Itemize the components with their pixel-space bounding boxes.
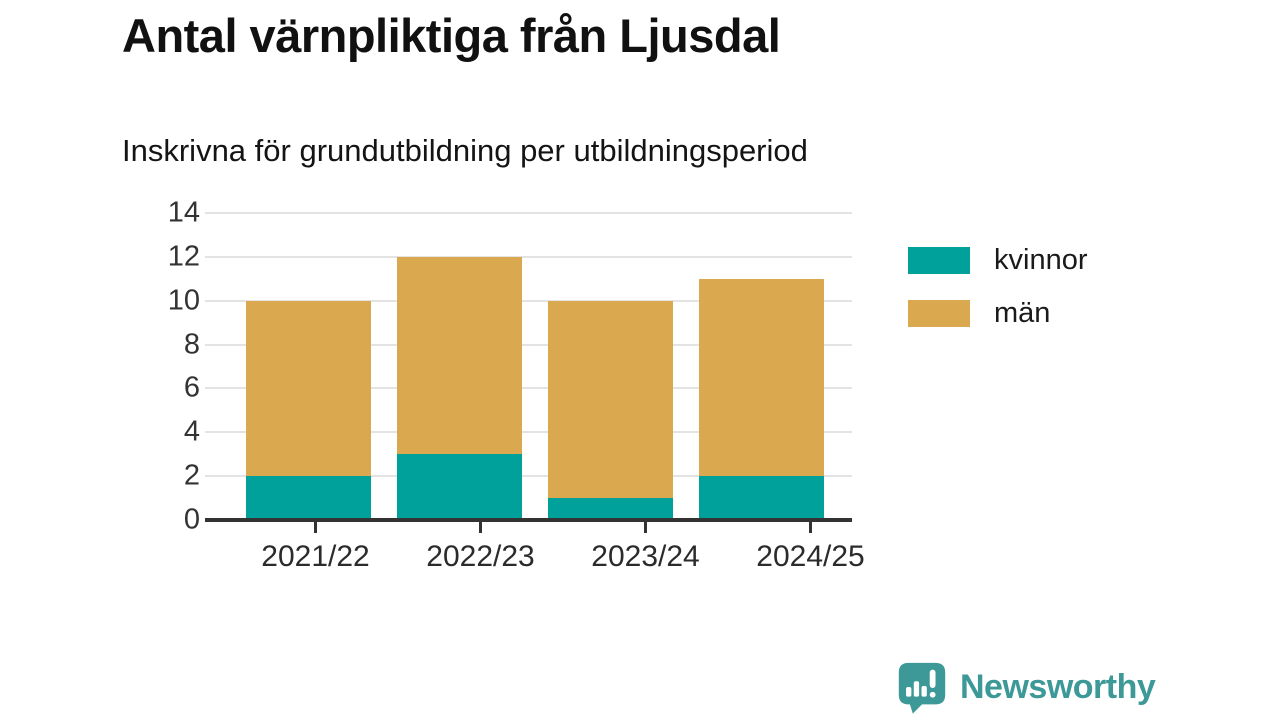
x-axis-tick <box>246 522 385 533</box>
x-axis-line <box>205 518 852 522</box>
gridline <box>205 299 852 302</box>
y-axis-tick-label: 8 <box>183 328 200 361</box>
bar-segment-män <box>246 300 371 477</box>
newsworthy-logo-text: Newsworthy <box>960 667 1156 706</box>
logo-exclamation-icon <box>929 669 936 688</box>
bar-2024/25 <box>699 213 824 520</box>
gridline <box>205 475 852 478</box>
legend-label: kvinnor <box>994 244 1088 276</box>
legend-item-kvinnor: kvinnor <box>908 244 1088 277</box>
bar-segment-män <box>548 300 673 499</box>
logo-bar-icon <box>921 686 927 697</box>
x-axis-label: 2024/25 <box>756 540 865 573</box>
chart-subtitle: Inskrivna för grundutbildning per utbild… <box>122 133 808 168</box>
y-axis-tick-label: 4 <box>183 415 200 448</box>
y-axis-tick-label: 2 <box>183 459 200 492</box>
gridline <box>205 212 852 214</box>
newsworthy-logo: Newsworthy <box>893 658 1156 716</box>
x-axis-ticks <box>218 522 908 533</box>
bar-segment-kvinnor <box>699 476 824 520</box>
newsworthy-logo-icon <box>898 662 946 714</box>
x-axis-label: 2023/24 <box>591 540 700 573</box>
legend-swatch <box>908 300 970 327</box>
bar-segment-kvinnor <box>397 454 522 520</box>
logo-bar-icon <box>906 687 912 697</box>
legend-swatch <box>908 247 970 274</box>
gridline <box>205 255 852 258</box>
bars-row <box>218 213 852 520</box>
y-axis-labels: 0 2 4 6 8 10 12 14 <box>110 197 200 536</box>
bar-2023/24 <box>548 213 673 520</box>
bar-2022/23 <box>397 213 522 520</box>
x-axis-tick <box>576 522 715 533</box>
bar-segment-kvinnor <box>246 476 371 520</box>
bar-segment-kvinnor <box>548 498 673 520</box>
bar-2021/22 <box>246 213 371 520</box>
chart-title: Antal värnpliktiga från Ljusdal <box>122 9 781 62</box>
bar-segment-män <box>699 278 824 477</box>
x-axis-labels: 2021/22 2022/23 2023/24 2024/25 <box>218 540 908 574</box>
bar-segment-män <box>397 256 522 455</box>
x-axis-label: 2022/23 <box>426 540 535 573</box>
plot-area <box>205 212 852 522</box>
x-axis-label: 2021/22 <box>261 540 370 573</box>
legend: kvinnor män <box>908 244 1088 330</box>
gridline <box>205 431 852 434</box>
y-axis-tick-label: 14 <box>167 196 200 229</box>
y-axis-tick-label: 12 <box>167 240 200 273</box>
y-axis-tick-label: 10 <box>167 284 200 317</box>
y-axis-tick-label: 0 <box>183 503 200 536</box>
y-axis-tick-label: 6 <box>183 371 200 404</box>
gridline <box>205 387 852 390</box>
legend-item-man: män <box>908 297 1088 330</box>
x-axis-tick <box>411 522 550 533</box>
logo-bar-icon <box>913 681 920 697</box>
x-axis-tick <box>741 522 880 533</box>
legend-label: män <box>994 297 1051 329</box>
gridline <box>205 343 852 346</box>
gridlines <box>205 212 852 520</box>
logo-exclamation-icon <box>929 691 936 698</box>
